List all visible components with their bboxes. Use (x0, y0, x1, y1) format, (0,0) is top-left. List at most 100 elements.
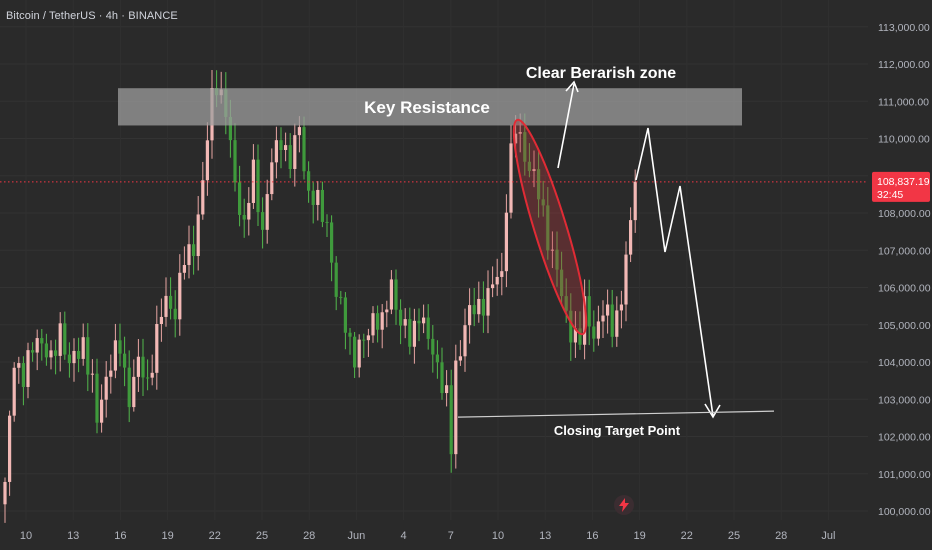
candle (192, 225, 196, 275)
candle (90, 359, 94, 393)
candle-body (449, 385, 453, 455)
price-axis-tick-label: 107,000.00 (878, 245, 931, 257)
candle (504, 194, 508, 288)
candle (399, 299, 403, 345)
candle (463, 308, 467, 372)
time-axis-tick-label: 10 (20, 530, 32, 542)
candle (440, 347, 444, 400)
lightning-bolt-icon[interactable] (614, 495, 634, 515)
candle-body (366, 335, 370, 341)
candle-body (201, 180, 205, 215)
time-axis-tick-label: 10 (492, 530, 504, 542)
candle-body (279, 140, 283, 151)
candle-body (403, 319, 407, 326)
current-price-tag[interactable] (872, 171, 930, 202)
candle (316, 181, 320, 221)
candle-body (81, 337, 85, 359)
candle (63, 311, 67, 360)
candle-body (265, 194, 269, 230)
candle-body (40, 338, 44, 344)
candle (58, 312, 62, 372)
candle-body (583, 296, 587, 345)
candle-body (445, 385, 449, 394)
candle (26, 342, 30, 399)
candle-body (454, 360, 458, 455)
candle (8, 410, 12, 496)
candle (247, 187, 251, 236)
candle (569, 293, 573, 361)
key-resistance-zone[interactable] (118, 88, 742, 126)
time-axis-tick-label: Jun (348, 530, 366, 542)
candle-body (86, 337, 90, 375)
closing-target-line[interactable] (457, 410, 775, 418)
price-axis[interactable]: 100,000.00 101,000.00 102,000.00 103,000.00… (878, 22, 931, 518)
candle (601, 300, 605, 338)
candle-body (35, 338, 39, 353)
price-axis-tick-label: 103,000.00 (878, 394, 931, 406)
candle (394, 269, 398, 325)
candle-body (389, 279, 393, 310)
candle-body (472, 305, 476, 315)
symbol-title[interactable]: Bitcoin / TetherUS · 4h · BINANCE (6, 10, 178, 22)
candle-body (412, 320, 416, 347)
candle-body (104, 376, 108, 400)
candle-body (440, 362, 444, 394)
grid-layer (0, 0, 868, 520)
candle (164, 277, 168, 327)
candle (583, 279, 587, 360)
candle-body (399, 309, 403, 326)
candle (265, 179, 269, 244)
bearish-move-ellipse[interactable] (502, 115, 598, 339)
candle (578, 311, 582, 350)
candle (472, 288, 476, 327)
candle (127, 350, 131, 423)
projected-price-path[interactable] (635, 127, 714, 417)
candle (242, 198, 246, 238)
candle (624, 241, 628, 322)
candle-body (247, 202, 251, 220)
candle-body (555, 249, 559, 270)
candles-layer (3, 70, 637, 523)
candle-body (481, 298, 485, 316)
candle (173, 290, 177, 338)
candle (17, 356, 21, 384)
candle (426, 304, 430, 350)
candle (527, 143, 531, 178)
candle-body (541, 199, 545, 206)
candle-body (302, 127, 306, 172)
candle (261, 197, 265, 249)
candle-body (518, 132, 522, 134)
projection-layer: Clear Berarish zone Closing Target Point (457, 65, 775, 438)
candle-body (178, 272, 182, 320)
candle (320, 181, 324, 228)
bearish-zone-arrow[interactable] (557, 83, 575, 169)
candle (486, 270, 490, 334)
candle-body (307, 171, 311, 191)
candle (500, 252, 504, 296)
candle (458, 340, 462, 366)
candle (366, 328, 370, 357)
candle (417, 308, 421, 342)
candle (12, 362, 16, 422)
candle-body (509, 143, 513, 213)
candle (31, 342, 35, 362)
candle (274, 126, 278, 179)
time-axis-tick-label: 25 (256, 530, 268, 542)
candle-body (12, 367, 16, 416)
candle (445, 370, 449, 407)
candle-body (435, 354, 439, 363)
candle (109, 354, 113, 394)
candle-body (270, 162, 274, 195)
price-axis-tick-label: 105,000.00 (878, 320, 931, 332)
candle-body (67, 354, 71, 364)
candle (362, 333, 366, 359)
candle-body (31, 350, 35, 353)
time-axis[interactable]: 10 13 16 19 22 25 28 Jun 4 7 10 13 16 19 22 25 28 Jul (20, 530, 836, 542)
current-price-value: 108,837.19 (877, 176, 930, 188)
candle-body (596, 321, 600, 339)
bearish-ellipse-layer (502, 115, 598, 339)
candle-body (500, 271, 504, 277)
candle-body (532, 169, 536, 172)
